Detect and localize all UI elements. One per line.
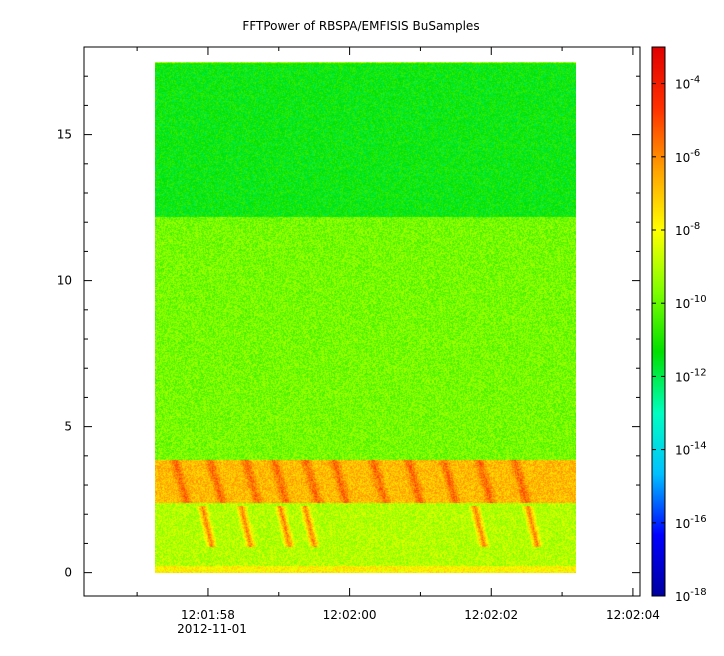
x-date-label: 2012-11-01	[177, 622, 247, 636]
x-tick: 12:02:04	[606, 47, 660, 622]
colorbar-tick: 10-12	[652, 367, 707, 384]
colorbar-tick-label: 10-8	[675, 221, 700, 238]
x-axis: 12:01:58 12:02:00 12:02:02 12:02:04	[136, 47, 660, 622]
chart-title: FFTPower of RBSPA/EMFISIS BuSamples	[242, 19, 479, 33]
colorbar-tick-label: 10-4	[675, 75, 700, 92]
y-tick: 10	[57, 274, 640, 288]
x-tick-label: 12:02:02	[464, 608, 518, 622]
colorbar-tick-label: 10-12	[675, 367, 707, 384]
y-axis: 0 5 10 15	[57, 75, 640, 580]
spectrogram-raster	[155, 62, 576, 573]
colorbar-tick: 10-4	[652, 75, 700, 92]
colorbar-tick: 10-16	[652, 514, 707, 531]
colorbar-tick-label: 10-16	[675, 514, 707, 531]
colorbar-tick: 10-6	[652, 148, 700, 165]
y-tick: 0	[64, 566, 640, 580]
y-tick-label: 0	[64, 566, 72, 580]
colorbar-tick: 10-8	[652, 221, 700, 238]
colorbar: 10-4 10-6 10-8 10-10 10-12 10-14 10-16 10-18	[651, 46, 707, 604]
colorbar-tick: 10-18	[652, 587, 707, 604]
y-tick-label: 15	[57, 128, 72, 142]
x-tick: 12:02:02	[464, 47, 518, 622]
colorbar-tick-label: 10-18	[675, 587, 707, 604]
y-tick: 5	[64, 420, 640, 434]
x-tick: 12:02:00	[323, 47, 377, 622]
colorbar-tick: 10-10	[652, 294, 707, 311]
colorbar-tick: 10-14	[652, 441, 707, 458]
colorbar-tick-label: 10-6	[675, 148, 700, 165]
y-tick: 15	[57, 128, 640, 142]
colorbar-tick-label: 10-14	[675, 441, 707, 458]
x-tick-label: 12:02:00	[323, 608, 377, 622]
y-tick-label: 10	[57, 274, 72, 288]
x-tick-label: 12:02:04	[606, 608, 660, 622]
x-tick: 12:01:58	[181, 47, 235, 622]
y-tick-label: 5	[64, 420, 72, 434]
colorbar-gradient	[651, 46, 666, 597]
spectrogram-image	[155, 62, 576, 573]
x-tick-label: 12:01:58	[181, 608, 235, 622]
colorbar-tick-label: 10-10	[675, 294, 707, 311]
